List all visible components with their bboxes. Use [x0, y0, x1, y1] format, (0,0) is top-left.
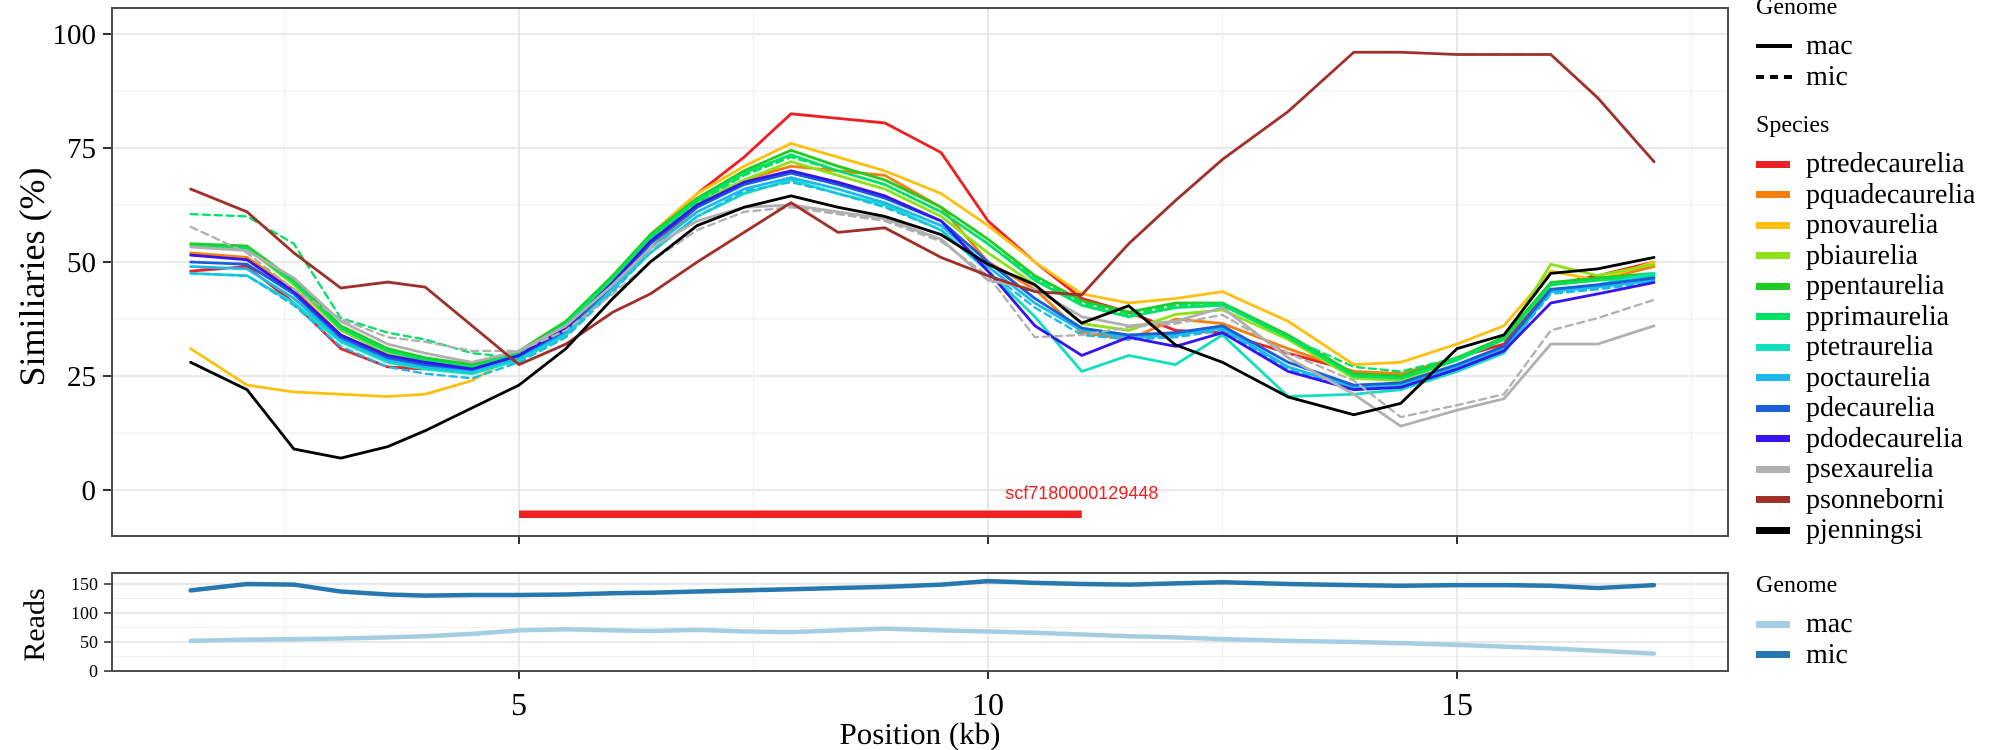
legend-genome-reads-title: Genome [1756, 572, 1838, 598]
legend-item-mic: mic [1756, 62, 1853, 93]
legend-label-pdodecaurelia: pdodecaurelia [1806, 422, 1964, 454]
legend-item-pdodecaurelia: pdodecaurelia [1756, 424, 1975, 455]
reads-panel-bg [112, 573, 1728, 671]
legend-label-psonneborni: psonneborni [1806, 483, 1945, 515]
x-axis-title: Position (kb) [839, 716, 1001, 750]
legend-item-pdecaurelia: pdecaurelia [1756, 393, 1975, 424]
legend-label-mic: mic [1806, 638, 1848, 670]
legend-key-mic-icon [1756, 74, 1792, 79]
chart-line-psonneborni-mic [189, 51, 1656, 366]
legend-key-ptredecaurelia-icon [1756, 160, 1792, 168]
similarity-y-axis-title: Similiaries (%) [12, 167, 52, 387]
chart-line-pdodecaurelia-mic [189, 169, 1656, 391]
legend-label-pdecaurelia: pdecaurelia [1806, 392, 1936, 424]
y-tick-label: 100 [53, 19, 97, 51]
legend-genome-items: mac mic [1756, 31, 1853, 92]
legend-key-mic-icon [1756, 651, 1792, 659]
legend-item-pprimaurelia: pprimaurelia [1756, 302, 1975, 333]
legend-key-ppentaurelia-icon [1756, 282, 1792, 290]
legend-label-pbiaurelia: pbiaurelia [1806, 239, 1918, 271]
legend-item-pbiaurelia: pbiaurelia [1756, 241, 1975, 272]
legend-key-poctaurelia-icon [1756, 374, 1792, 382]
legend-item-ptetraurelia: ptetraurelia [1756, 332, 1975, 363]
legend-key-psonneborni-icon [1756, 496, 1792, 504]
chart-line-pprimaurelia-mic [189, 155, 1656, 373]
y-tick-label: 0 [82, 475, 97, 507]
legend-label-mac: mac [1806, 608, 1853, 640]
legend-item-psonneborni: psonneborni [1756, 485, 1975, 516]
legend-item-mic: mic [1756, 640, 1853, 671]
chart-line-pjenningsi-mic [189, 194, 1656, 460]
reads-line-mac [188, 626, 1657, 656]
reads-y-tick-label: 150 [71, 574, 98, 594]
legend-item-pjenningsi: pjenningsi [1756, 515, 1975, 546]
reads-y-tick-label: 50 [80, 632, 98, 652]
legend-label-ppentaurelia: ppentaurelia [1806, 270, 1945, 302]
legend-label-psexaurelia: psexaurelia [1806, 453, 1934, 485]
y-tick-label: 75 [67, 133, 96, 165]
chart-line-pdecaurelia-mic [189, 171, 1656, 387]
legend-key-ptetraurelia-icon [1756, 343, 1792, 351]
x-tick-label: 15 [1441, 686, 1473, 722]
y-tick-label: 25 [67, 361, 96, 393]
legend-label-pjenningsi: pjenningsi [1806, 514, 1923, 546]
legend-item-pquadecaurelia: pquadecaurelia [1756, 180, 1975, 211]
similarity-panel-bg [112, 8, 1728, 536]
reads-y-axis-title: Reads [18, 588, 51, 662]
legend-label-pprimaurelia: pprimaurelia [1806, 300, 1950, 332]
reads-y-tick-label: 100 [71, 603, 98, 623]
legend-label-mac: mac [1806, 30, 1853, 62]
similarity-panel-border [111, 7, 1729, 537]
legend-key-mac-icon [1756, 44, 1792, 49]
legend-key-pnovaurelia-icon [1756, 221, 1792, 229]
legend-key-mac-icon [1756, 620, 1792, 628]
scaffold-label: scf7180000129448 [1005, 483, 1158, 503]
reads-y-tick-label: 0 [89, 661, 98, 681]
legend-item-poctaurelia: poctaurelia [1756, 363, 1975, 394]
x-tick-label: 10 [972, 686, 1004, 722]
legend-key-psexaurelia-icon [1756, 465, 1792, 473]
chart-line-psexaurelia-mic [189, 206, 1656, 419]
reads-line-mic [188, 578, 1657, 598]
legend-species: Species ptredecaurelia pquadecaurelia pnov… [1756, 112, 1975, 546]
legend-label-ptredecaurelia: ptredecaurelia [1806, 148, 1965, 180]
legend-genome-reads: Genome mac mic [1756, 572, 1853, 670]
legend-label-pnovaurelia: pnovaurelia [1806, 209, 1939, 241]
legend-key-pdecaurelia-icon [1756, 404, 1792, 412]
legend-label-mic: mic [1806, 60, 1848, 92]
legend-key-pquadecaurelia-icon [1756, 191, 1792, 199]
legend-item-mac: mac [1756, 31, 1853, 62]
legend-genome-title: Genome [1756, 0, 1838, 20]
legend-species-title: Species [1756, 112, 1830, 138]
legend-genome-reads-items: mac mic [1756, 609, 1853, 670]
legend-key-pjenningsi-icon [1756, 526, 1792, 534]
reads-panel-border [111, 572, 1729, 672]
legend-item-pnovaurelia: pnovaurelia [1756, 210, 1975, 241]
legend-item-ptredecaurelia: ptredecaurelia [1756, 149, 1975, 180]
legend-key-pbiaurelia-icon [1756, 252, 1792, 260]
y-tick-label: 50 [67, 247, 96, 279]
legend-key-pprimaurelia-icon [1756, 313, 1792, 321]
legend-label-poctaurelia: poctaurelia [1806, 361, 1931, 393]
legend-key-pdodecaurelia-icon [1756, 435, 1792, 443]
chart-line-psexaurelia-mac [189, 203, 1656, 428]
chart-line-ptetraurelia-mic [189, 178, 1656, 398]
legend-item-ppentaurelia: ppentaurelia [1756, 271, 1975, 302]
legend-label-pquadecaurelia: pquadecaurelia [1806, 178, 1976, 210]
x-tick-label: 5 [511, 686, 527, 722]
chart-line-poctaurelia-mac [189, 176, 1656, 389]
chart-line-pnovaurelia-mic [189, 142, 1656, 398]
legend-genome: Genome mac mic [1756, 0, 1853, 92]
legend-species-items: ptredecaurelia pquadecaurelia pnovaurelia p… [1756, 149, 1975, 546]
legend-item-mac: mac [1756, 609, 1853, 640]
legend-label-ptetraurelia: ptetraurelia [1806, 331, 1934, 363]
scaffold-bar [519, 510, 1082, 518]
legend-item-psexaurelia: psexaurelia [1756, 454, 1975, 485]
chart-line-ppentaurelia-mic [189, 149, 1656, 378]
